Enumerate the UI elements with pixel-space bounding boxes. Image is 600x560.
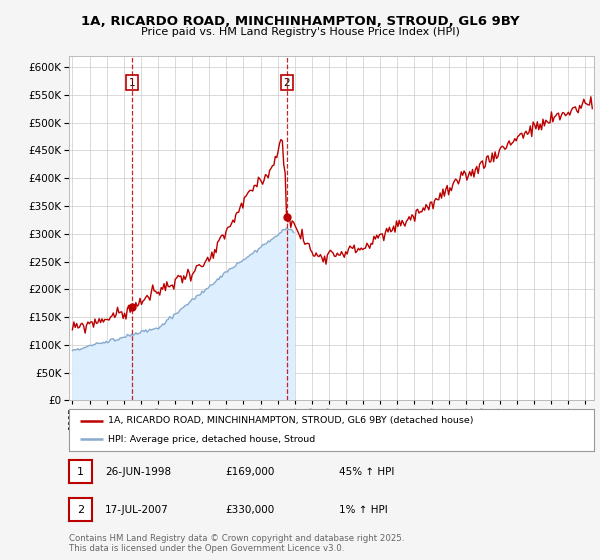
Text: £330,000: £330,000 — [225, 505, 274, 515]
Text: 1: 1 — [77, 466, 84, 477]
Text: 26-JUN-1998: 26-JUN-1998 — [105, 466, 171, 477]
Text: 45% ↑ HPI: 45% ↑ HPI — [339, 466, 394, 477]
Text: Price paid vs. HM Land Registry's House Price Index (HPI): Price paid vs. HM Land Registry's House … — [140, 27, 460, 37]
Text: 1A, RICARDO ROAD, MINCHINHAMPTON, STROUD, GL6 9BY (detached house): 1A, RICARDO ROAD, MINCHINHAMPTON, STROUD… — [109, 416, 474, 425]
Text: 2: 2 — [284, 78, 290, 88]
Text: 1: 1 — [128, 78, 135, 88]
Text: 1A, RICARDO ROAD, MINCHINHAMPTON, STROUD, GL6 9BY: 1A, RICARDO ROAD, MINCHINHAMPTON, STROUD… — [80, 15, 520, 28]
Text: 2: 2 — [77, 505, 84, 515]
Text: 17-JUL-2007: 17-JUL-2007 — [105, 505, 169, 515]
Text: HPI: Average price, detached house, Stroud: HPI: Average price, detached house, Stro… — [109, 435, 316, 444]
Text: Contains HM Land Registry data © Crown copyright and database right 2025.
This d: Contains HM Land Registry data © Crown c… — [69, 534, 404, 553]
Text: 1% ↑ HPI: 1% ↑ HPI — [339, 505, 388, 515]
Text: £169,000: £169,000 — [225, 466, 274, 477]
